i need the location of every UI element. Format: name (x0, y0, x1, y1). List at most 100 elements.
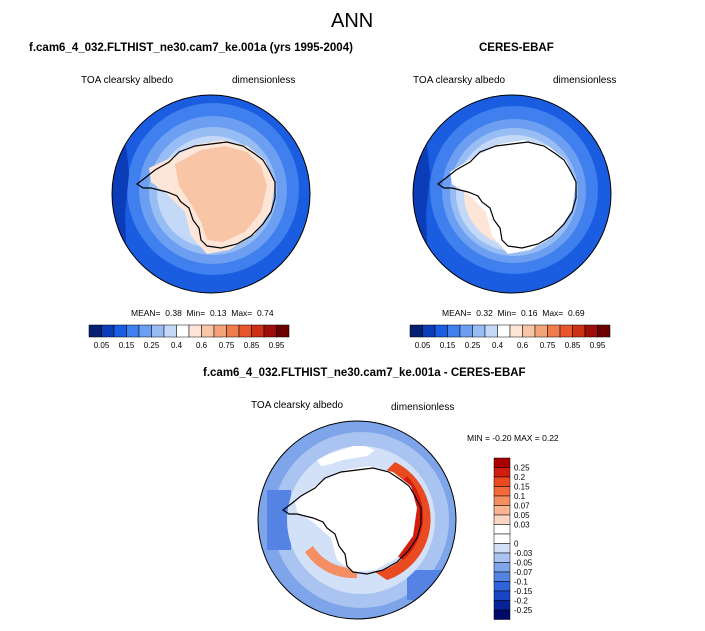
colorbar-tick-label: 0.05 (514, 511, 530, 520)
colorbar-swatch (493, 609, 511, 620)
diff-map (257, 420, 457, 620)
coastline (135, 141, 276, 249)
colorbar-tick-label: -0.15 (514, 587, 533, 596)
colorbar-swatch (493, 552, 511, 563)
map-field-patch (407, 570, 447, 600)
model-stats: MEAN= 0.38 Min= 0.13 Max= 0.74 (131, 308, 274, 318)
colorbar-swatch (493, 476, 511, 487)
model-variable-label: TOA clearsky albedo (81, 75, 174, 86)
mean-label: MEAN= (131, 308, 161, 318)
colorbar-swatch (434, 324, 448, 338)
colorbar-tick-label: 0.95 (269, 341, 285, 350)
colorbar-swatch (188, 324, 202, 338)
colorbar-swatch (472, 324, 486, 338)
colorbar-swatch (509, 324, 523, 338)
obs-units-label: dimensionless (553, 75, 617, 86)
colorbar-tick-label: 0.25 (144, 341, 160, 350)
max-label: Max= (542, 308, 564, 318)
colorbar-tick-label: 0.05 (94, 341, 110, 350)
colorbar-tick-label: 0.75 (540, 341, 556, 350)
colorbar-swatch (484, 324, 498, 338)
colorbar-tick-label: 0.15 (514, 483, 530, 492)
colorbar-swatch (522, 324, 536, 338)
colorbar-tick-label: -0.1 (514, 578, 528, 587)
colorbar-swatch (151, 324, 165, 338)
obs-colorbar: 0.05 0.15 0.25 0.4 0.6 0.75 0.85 0.95 (409, 324, 611, 350)
map-field-ice (450, 140, 576, 254)
colorbar-swatch (226, 324, 240, 338)
colorbar-tick-label: 0.85 (244, 341, 260, 350)
obs-variable-label: TOA clearsky albedo (413, 75, 506, 86)
colorbar-tick-label: 0.15 (440, 341, 456, 350)
colorbar-swatch (138, 324, 152, 338)
colorbar-swatch (493, 457, 511, 468)
model-panel-heading: f.cam6_4_032.FLTHIST_ne30.cam7_ke.001a (… (29, 42, 353, 54)
colorbar-swatch (88, 324, 102, 338)
colorbar-tick-label: 0.07 (514, 502, 530, 511)
colorbar-tick-label: 0.4 (171, 341, 183, 350)
diff-minmax: MIN = -0.20 MAX = 0.22 (467, 433, 559, 443)
colorbar-swatch (559, 324, 573, 338)
model-colorbar: 0.05 0.15 0.25 0.4 0.6 0.75 0.85 0.95 (88, 324, 290, 350)
coastline (281, 467, 422, 575)
colorbar-tick-label: 0.1 (514, 492, 526, 501)
colorbar-tick-label: 0.4 (492, 341, 504, 350)
colorbar-tick-label: 0 (514, 540, 519, 549)
colorbar-tick-label: -0.07 (514, 568, 533, 577)
colorbar-swatch (213, 324, 227, 338)
mean-value: 0.38 (165, 308, 182, 318)
colorbar-tick-label: 0.03 (514, 521, 530, 530)
obs-map (412, 94, 612, 294)
colorbar-tick-label: -0.2 (514, 597, 528, 606)
model-map (111, 94, 311, 294)
min-label: Min= (186, 308, 206, 318)
max-label: Max= (231, 308, 253, 318)
min-label: Min= (497, 308, 517, 318)
colorbar-tick-label: -0.03 (514, 549, 533, 558)
colorbar-swatch (497, 324, 511, 338)
map-field-ice (295, 466, 417, 572)
colorbar-tick-label: 0.6 (517, 341, 529, 350)
colorbar-swatch (493, 562, 511, 573)
map-field-ice-high (175, 146, 267, 242)
map-field-sea-ice-edge (317, 446, 375, 466)
colorbar-swatch (409, 324, 423, 338)
colorbar-swatch (276, 324, 290, 338)
max-value: 0.69 (568, 308, 585, 318)
colorbar-swatch (163, 324, 177, 338)
colorbar-tick-label: 0.95 (590, 341, 606, 350)
colorbar-tick-label: 0.75 (219, 341, 235, 350)
colorbar-swatch (238, 324, 252, 338)
colorbar-swatch (459, 324, 473, 338)
colorbar-swatch (251, 324, 265, 338)
colorbar-swatch (493, 600, 511, 611)
map-field-positive-arc (305, 546, 357, 579)
colorbar-swatch (493, 533, 511, 544)
colorbar-swatch (422, 324, 436, 338)
colorbar-tick-label: -0.25 (514, 606, 533, 615)
diff-panel-heading: f.cam6_4_032.FLTHIST_ne30.cam7_ke.001a -… (203, 367, 526, 379)
coastline (436, 141, 577, 249)
colorbar-swatch (113, 324, 127, 338)
colorbar-swatch (597, 324, 611, 338)
mean-label: MEAN= (442, 308, 472, 318)
colorbar-tick-label: 0.05 (415, 341, 431, 350)
colorbar-swatch (493, 495, 511, 506)
colorbar-swatch (263, 324, 277, 338)
colorbar-tick-label: 0.6 (196, 341, 208, 350)
colorbar-tick-label: 0.25 (514, 464, 530, 473)
colorbar-swatch (493, 486, 511, 497)
colorbar-swatch (493, 505, 511, 516)
obs-panel-heading: CERES-EBAF (479, 42, 554, 54)
colorbar-tick-label: -0.05 (514, 559, 533, 568)
model-units-label: dimensionless (232, 75, 296, 86)
colorbar-swatch (493, 543, 511, 554)
colorbar-swatch (547, 324, 561, 338)
page-title: ANN (331, 10, 374, 32)
colorbar-tick-label: 0.15 (119, 341, 135, 350)
min-value: 0.13 (209, 308, 227, 318)
min-value: 0.16 (520, 308, 538, 318)
colorbar-swatch (493, 524, 511, 535)
obs-stats: MEAN= 0.32 Min= 0.16 Max= 0.69 (442, 308, 585, 318)
colorbar-swatch (493, 581, 511, 592)
